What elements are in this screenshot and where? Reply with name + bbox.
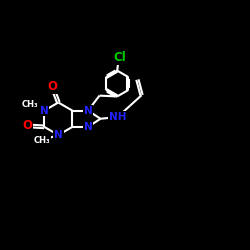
Text: Cl: Cl xyxy=(113,51,126,64)
Text: N: N xyxy=(84,106,92,116)
Text: NH: NH xyxy=(109,112,126,122)
Text: N: N xyxy=(40,106,49,116)
Text: N: N xyxy=(54,130,63,140)
Text: O: O xyxy=(47,80,57,93)
Text: CH₃: CH₃ xyxy=(34,136,50,145)
Text: N: N xyxy=(84,122,92,132)
Text: CH₃: CH₃ xyxy=(21,100,38,109)
Text: O: O xyxy=(22,119,32,132)
